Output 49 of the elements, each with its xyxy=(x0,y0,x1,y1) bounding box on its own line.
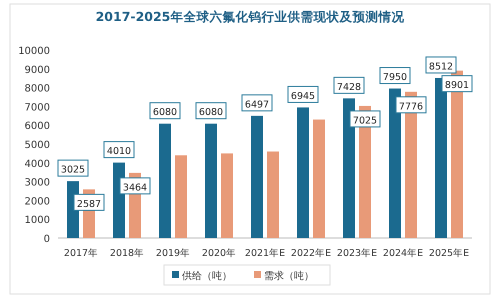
bar xyxy=(313,120,325,238)
x-tick-label: 2021年E xyxy=(244,247,286,259)
y-tick-label: 7000 xyxy=(24,102,50,114)
data-label: 7025 xyxy=(352,115,378,126)
y-tick-label: 6000 xyxy=(24,121,50,132)
chart-title: 2017-2025年全球六氟化钨行业供需现状及预测情况 xyxy=(96,9,406,24)
data-label: 8901 xyxy=(444,80,470,92)
y-tick-label: 9000 xyxy=(24,64,50,76)
x-tick-label: 2018年 xyxy=(110,247,144,259)
x-tick-label: 2023年E xyxy=(336,247,378,259)
bar xyxy=(205,124,217,238)
x-tick-label: 2017年 xyxy=(64,247,98,259)
y-tick-label: 4000 xyxy=(24,158,50,170)
data-label: 7950 xyxy=(382,72,408,84)
data-label: 6080 xyxy=(152,107,178,118)
bar xyxy=(435,78,447,238)
x-tick-label: 2024年E xyxy=(382,247,424,259)
y-tick-label: 2000 xyxy=(24,196,50,208)
bar xyxy=(251,116,263,238)
y-tick-label: 8000 xyxy=(24,84,50,95)
bar xyxy=(175,155,187,238)
y-tick-label: 10000 xyxy=(18,46,50,57)
data-label: 8512 xyxy=(428,61,454,72)
data-label: 4010 xyxy=(106,146,132,158)
x-tick-label: 2022年E xyxy=(290,247,332,259)
data-label: 3025 xyxy=(60,164,86,176)
data-label: 2587 xyxy=(76,198,102,210)
data-label: 7776 xyxy=(398,101,424,112)
x-tick-label: 2020年 xyxy=(202,247,236,259)
bar xyxy=(113,162,125,238)
data-label: 6497 xyxy=(244,99,270,110)
bar xyxy=(159,124,171,238)
legend-label: 需求（吨） xyxy=(264,270,314,282)
y-tick-label: 5000 xyxy=(24,140,50,151)
bar xyxy=(267,152,279,238)
y-tick-label: 3000 xyxy=(24,178,50,189)
data-label: 6080 xyxy=(198,107,224,118)
y-tick-label: 1000 xyxy=(24,215,50,226)
data-label: 7428 xyxy=(336,82,362,93)
data-label: 6945 xyxy=(290,90,316,102)
x-tick-label: 2019年 xyxy=(156,247,190,259)
y-tick-label: 0 xyxy=(44,234,50,245)
bar xyxy=(221,153,233,238)
bar xyxy=(297,107,309,238)
bar xyxy=(343,98,355,238)
data-label: 3464 xyxy=(122,182,148,194)
x-tick-label: 2025年E xyxy=(428,247,470,259)
legend-label: 供给（吨） xyxy=(182,270,232,282)
bar xyxy=(389,88,401,238)
